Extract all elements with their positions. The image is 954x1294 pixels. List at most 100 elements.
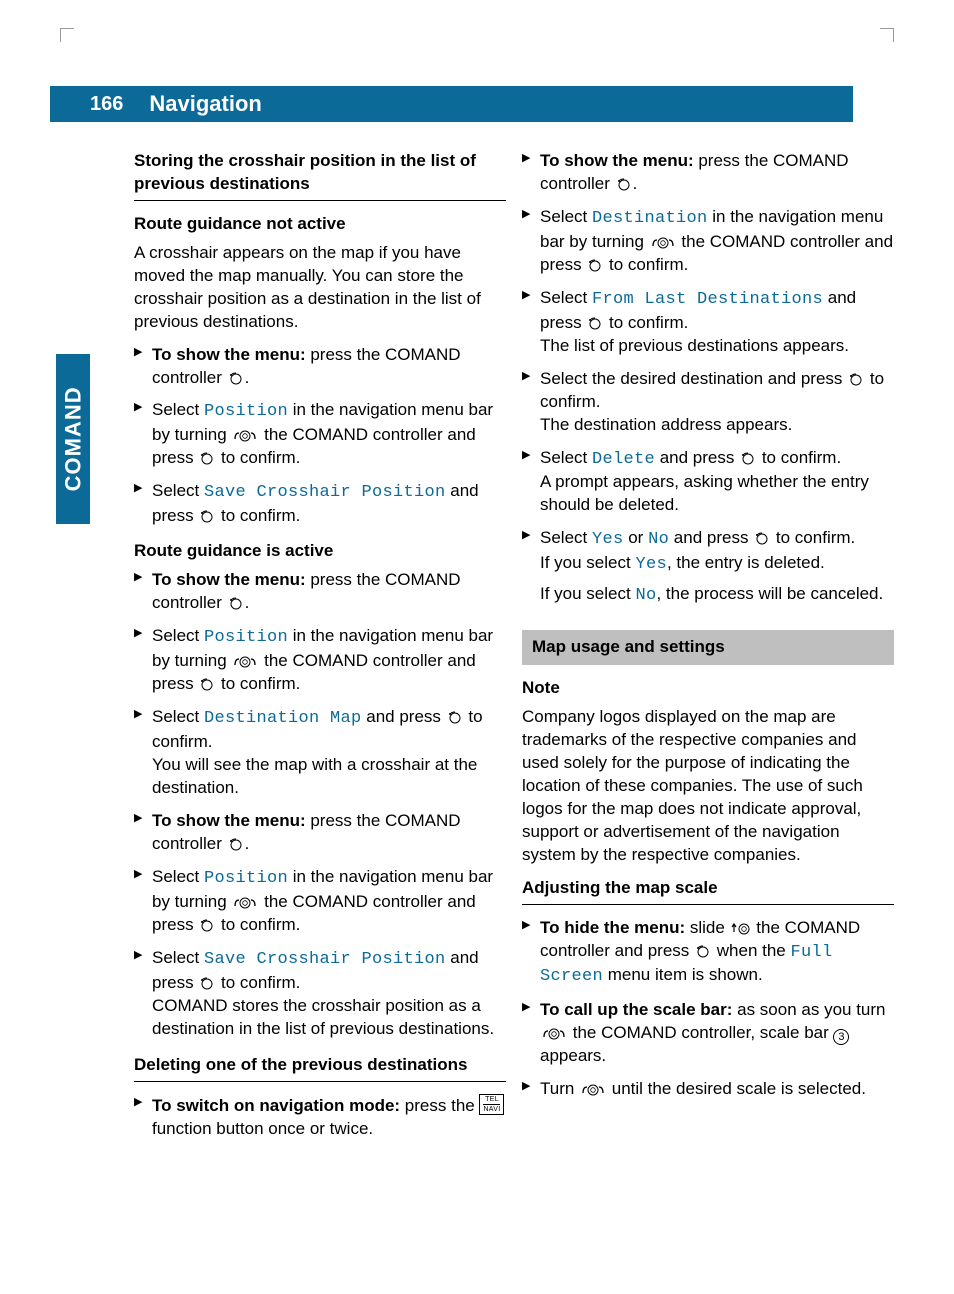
save-note: COMAND stores the crosshair position as … xyxy=(152,995,506,1041)
text: Select xyxy=(540,288,592,307)
menu-yes: Yes xyxy=(592,530,624,549)
bold-switch-nav: To switch on navigation mode: xyxy=(152,1096,400,1115)
menu-position: Position xyxy=(204,628,288,647)
func-btn-top: TEL xyxy=(485,1096,499,1103)
text: , the process will be canceled. xyxy=(656,584,883,603)
heading-route-is-active: Route guidance is active xyxy=(134,540,506,563)
steps-route-is-active: To show the menu: press the COMAND contr… xyxy=(134,569,506,1040)
step-select-delete: Select Delete and press to confirm. A pr… xyxy=(522,447,894,518)
step-switch-nav-mode: To switch on navigation mode: press the … xyxy=(134,1094,506,1141)
press-icon xyxy=(753,527,771,550)
heading-route-not-active: Route guidance not active xyxy=(134,213,506,236)
tel-navi-button-icon: TELNAVI xyxy=(479,1094,504,1115)
step-show-menu-1: To show the menu: press the COMAND contr… xyxy=(134,344,506,390)
menu-position: Position xyxy=(204,869,288,888)
page-header: 166 Navigation xyxy=(50,86,894,122)
text: and press xyxy=(362,707,446,726)
text: Select xyxy=(540,528,592,547)
period: . xyxy=(245,593,250,612)
right-column: To show the menu: press the COMAND contr… xyxy=(522,150,894,1153)
bold-to-show-menu: To show the menu: xyxy=(152,570,306,589)
menu-destination-map: Destination Map xyxy=(204,709,362,728)
press-icon xyxy=(586,312,604,335)
text: to confirm. xyxy=(216,973,300,992)
text: Select xyxy=(152,626,204,645)
menu-yes: Yes xyxy=(635,555,667,574)
step-show-menu-r: To show the menu: press the COMAND contr… xyxy=(522,150,894,196)
step-select-position-3: Select Position in the navigation menu b… xyxy=(134,866,506,937)
menu-position: Position xyxy=(204,402,288,421)
heading-adjusting-map-scale: Adjusting the map scale xyxy=(522,877,894,905)
chapter-title: Navigation xyxy=(133,86,853,122)
bold-to-show-menu: To show the menu: xyxy=(540,151,694,170)
bold-hide-menu: To hide the menu: xyxy=(540,918,685,937)
text: to confirm. xyxy=(757,448,841,467)
turn-icon xyxy=(649,231,677,254)
press-icon xyxy=(694,940,712,963)
text: to confirm. xyxy=(216,506,300,525)
steps-right-top: To show the menu: press the COMAND contr… xyxy=(522,150,894,608)
text: Select xyxy=(152,400,204,419)
press-icon xyxy=(586,254,604,277)
text: If you select xyxy=(540,584,635,603)
press-icon xyxy=(198,673,216,696)
text: to confirm. xyxy=(771,528,855,547)
page-content: Storing the crosshair position in the li… xyxy=(134,150,894,1153)
period: . xyxy=(245,368,250,387)
turn-icon xyxy=(231,891,259,914)
text: to confirm. xyxy=(604,313,688,332)
slide-up-icon xyxy=(730,917,752,940)
press-icon xyxy=(198,914,216,937)
step-hide-menu: To hide the menu: slide the COMAND contr… xyxy=(522,917,894,990)
text: press the xyxy=(400,1096,479,1115)
text: Turn xyxy=(540,1079,579,1098)
menu-from-last-destinations: From Last Destinations xyxy=(592,290,823,309)
press-icon xyxy=(198,447,216,470)
press-icon xyxy=(198,972,216,995)
period: . xyxy=(633,174,638,193)
text: to confirm. xyxy=(216,448,300,467)
press-icon xyxy=(847,368,865,391)
press-icon xyxy=(739,447,757,470)
destmap-note: You will see the map with a crosshair at… xyxy=(152,754,506,800)
text: Select xyxy=(152,948,204,967)
text: until the desired scale is selected. xyxy=(607,1079,866,1098)
text: If you select xyxy=(540,553,635,572)
bold-call-up-scale: To call up the scale bar: xyxy=(540,1000,732,1019)
text: to confirm. xyxy=(216,674,300,693)
text: as soon as you turn xyxy=(732,1000,885,1019)
steps-adjust-scale: To hide the menu: slide the COMAND contr… xyxy=(522,917,894,1102)
bold-to-show-menu: To show the menu: xyxy=(152,811,306,830)
text: or xyxy=(624,528,649,547)
text: function button once or twice. xyxy=(152,1119,373,1138)
left-column: Storing the crosshair position in the li… xyxy=(134,150,506,1153)
step-select-desired: Select the desired destination and press… xyxy=(522,368,894,437)
press-icon xyxy=(198,505,216,528)
para-note-logos: Company logos displayed on the map are t… xyxy=(522,706,894,867)
turn-icon xyxy=(579,1078,607,1101)
text: the COMAND controller, scale bar xyxy=(568,1023,833,1042)
text: to confirm. xyxy=(216,915,300,934)
crop-mark-tl xyxy=(60,28,74,42)
section-map-usage-settings: Map usage and settings xyxy=(522,630,894,665)
text: Select xyxy=(152,707,204,726)
side-tab-label: COMAND xyxy=(58,387,88,492)
para-crosshair-intro: A crosshair appears on the map if you ha… xyxy=(134,242,506,334)
text: Select xyxy=(540,207,592,226)
text: slide xyxy=(685,918,729,937)
step-call-up-scale-bar: To call up the scale bar: as soon as you… xyxy=(522,999,894,1068)
heading-storing-crosshair: Storing the crosshair position in the li… xyxy=(134,150,506,201)
turn-icon xyxy=(231,424,259,447)
steps-deleting: To switch on navigation mode: press the … xyxy=(134,1094,506,1141)
menu-no: No xyxy=(648,530,669,549)
text: when the xyxy=(712,941,790,960)
no-note: If you select No, the process will be ca… xyxy=(540,583,894,608)
period: . xyxy=(245,834,250,853)
from-last-note: The list of previous destinations appear… xyxy=(540,335,894,358)
step-select-yes-no: Select Yes or No and press to confirm. I… xyxy=(522,527,894,608)
press-icon xyxy=(615,173,633,196)
text: Select xyxy=(152,867,204,886)
text: to confirm. xyxy=(604,255,688,274)
menu-destination: Destination xyxy=(592,209,708,228)
heading-note: Note xyxy=(522,677,894,700)
